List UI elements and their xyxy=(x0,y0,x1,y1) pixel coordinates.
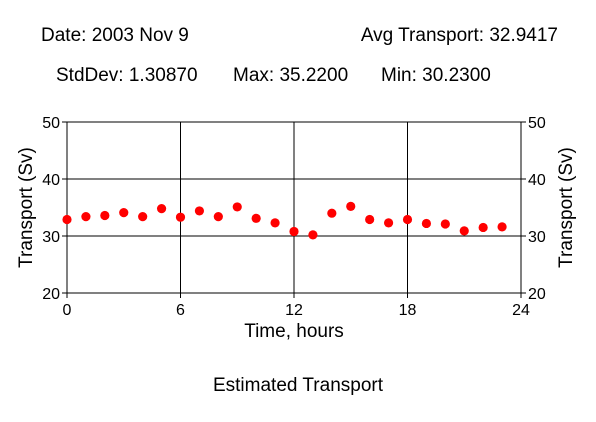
y-tick-label-left: 30 xyxy=(42,229,60,246)
data-point xyxy=(156,204,167,214)
x-tick-label: 18 xyxy=(399,302,417,319)
data-point xyxy=(440,219,450,229)
x-axis-title: Time, hours xyxy=(244,321,344,342)
data-point xyxy=(194,206,205,216)
y-axis-title-left: Transport (Sv) xyxy=(16,147,37,268)
y-tick-label-left: 50 xyxy=(42,115,60,132)
data-point xyxy=(100,210,110,221)
data-point xyxy=(327,208,337,218)
x-tick-label: 12 xyxy=(285,302,303,319)
data-point xyxy=(232,202,242,212)
data-point xyxy=(402,214,413,225)
data-point xyxy=(251,213,261,223)
data-point xyxy=(213,212,223,222)
data-point xyxy=(346,201,356,211)
chart-grid xyxy=(67,122,521,293)
data-point xyxy=(308,230,318,240)
data-point xyxy=(270,218,280,228)
x-tick-label: 0 xyxy=(63,302,72,319)
avg-transport-label: Avg Transport: 32.9417 xyxy=(360,25,558,46)
data-point xyxy=(421,218,432,229)
y-axis-title-right: Transport (Sv) xyxy=(556,147,577,268)
data-point xyxy=(138,212,148,222)
data-point xyxy=(81,212,91,222)
data-points xyxy=(62,201,507,240)
chart-caption: Estimated Transport xyxy=(212,375,384,396)
y-tick-label-right: 40 xyxy=(528,172,546,189)
data-point xyxy=(119,208,129,218)
stddev-label: StdDev: 1.30870 xyxy=(56,65,198,86)
y-tick-label-right: 50 xyxy=(528,115,546,132)
data-point xyxy=(459,226,469,236)
y-tick-label-right: 20 xyxy=(528,286,546,303)
data-point xyxy=(365,214,375,225)
x-tick-label: 6 xyxy=(176,302,185,319)
y-tick-label-right: 30 xyxy=(528,229,546,246)
data-point xyxy=(478,222,488,233)
date-label: Date: 2003 Nov 9 xyxy=(41,25,189,46)
data-point xyxy=(62,214,72,225)
y-tick-label-left: 20 xyxy=(42,286,60,303)
data-point xyxy=(289,226,299,237)
x-tick-label: 24 xyxy=(512,302,530,319)
data-point xyxy=(497,222,507,232)
data-point xyxy=(175,212,186,222)
min-label: Min: 30.2300 xyxy=(381,65,491,86)
max-label: Max: 35.2200 xyxy=(233,65,349,86)
y-tick-label-left: 40 xyxy=(42,172,60,189)
data-point xyxy=(383,218,394,228)
